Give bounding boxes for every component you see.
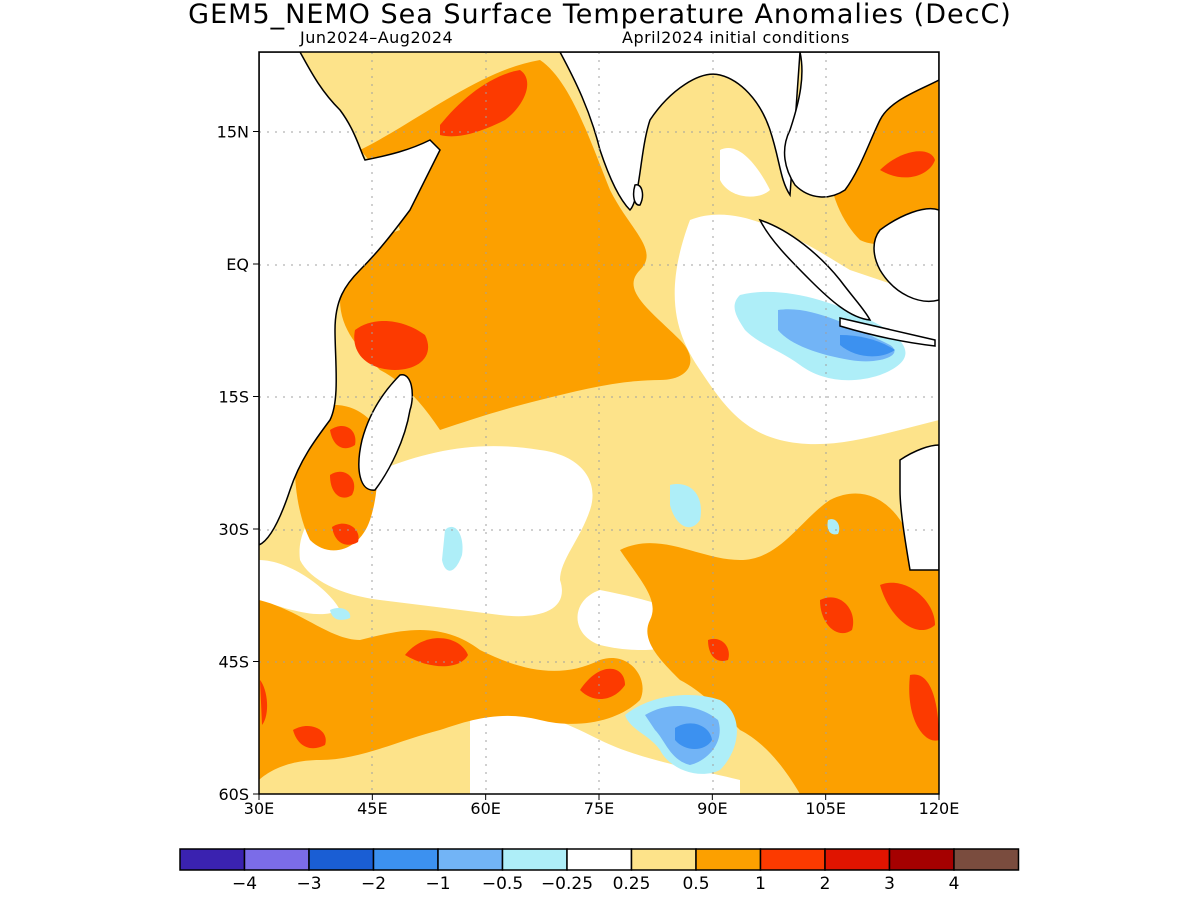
colorbar-swatch — [695, 848, 762, 871]
strong-warm-moz-2 — [330, 471, 355, 498]
colorbar-label: 4 — [949, 874, 960, 894]
colorbar-label: 1 — [755, 874, 766, 894]
cool-region-central-3 — [330, 607, 351, 620]
colorbar-swatch — [566, 848, 633, 871]
arabia-india-land — [470, 52, 801, 212]
strong-warm-northern-arabian — [440, 70, 528, 137]
warm-region-southern-ocean-east — [620, 493, 939, 794]
colorbar-label: −0.25 — [541, 874, 593, 894]
strong-warm-moz-3 — [332, 523, 359, 545]
colorbar-label: 0.25 — [613, 874, 651, 894]
y-tick-label: 30S — [218, 520, 249, 539]
y-tick-label: 15S — [218, 388, 249, 407]
strong-warm-south-6 — [909, 674, 939, 741]
init-conditions-subtitle: April2024 initial conditions — [622, 28, 850, 47]
strong-warm-south-1 — [405, 638, 468, 667]
colorbar-swatch — [308, 848, 375, 871]
period-subtitle: Jun2024–Aug2024 — [300, 28, 454, 47]
x-tick-label: 105E — [805, 799, 846, 818]
cool-region-central-1 — [670, 484, 701, 528]
map-axes: 30E 45E 60E 75E 90E 105E 120E 15N EQ 15S 30S 45S 60S — [217, 123, 960, 819]
x-tick-label: 75E — [584, 799, 614, 818]
strong-warm-south-8 — [260, 680, 268, 725]
colorbar-swatch — [888, 848, 955, 871]
land-masses — [259, 52, 939, 571]
colorbar-label: −1 — [425, 874, 450, 894]
colorbar-label: −3 — [296, 874, 321, 894]
colorbar-label: −4 — [232, 874, 257, 894]
colorbar: −4 −3 −2 −1 −0.5 −0.25 0.25 0.5 1 2 3 4 — [179, 848, 1020, 894]
colorbar-label: −0.5 — [482, 874, 523, 894]
y-tick-label: 15N — [217, 123, 249, 142]
colorbar-label: −2 — [361, 874, 386, 894]
x-tick-label: 30E — [244, 799, 274, 818]
gridlines — [259, 52, 939, 794]
colorbar-swatch — [630, 848, 697, 871]
colorbar-label: 0.5 — [682, 874, 709, 894]
africa-land — [259, 52, 441, 546]
neutral-region-south — [470, 711, 740, 794]
sumatra-land — [758, 218, 872, 321]
neutral-region-sw-corner — [259, 560, 340, 615]
y-tick-label: 45S — [218, 653, 249, 672]
strong-warm-scs — [880, 151, 935, 178]
borneo-land — [873, 208, 939, 302]
colorbar-swatch — [953, 848, 1020, 871]
colorbar-label: 3 — [884, 874, 895, 894]
cool-region-java-strong — [840, 335, 895, 357]
colorbar-label: 2 — [820, 874, 831, 894]
strong-warm-moz-1 — [330, 425, 356, 449]
southeast-asia-land — [783, 52, 939, 198]
colorbar-swatch — [179, 848, 246, 871]
strong-warm-south-3 — [293, 725, 326, 749]
strong-warm-south-4 — [820, 597, 854, 634]
colorbar-swatch — [501, 848, 568, 871]
x-tick-label: 90E — [697, 799, 727, 818]
colorbar-swatch — [243, 848, 310, 871]
x-tick-label: 120E — [919, 799, 960, 818]
anomaly-field — [259, 52, 939, 794]
warm-region-southern-ocean-west — [259, 600, 643, 780]
plot-title: GEM5_NEMO Sea Surface Temperature Anomal… — [188, 0, 1012, 30]
cool-region-central-2 — [442, 526, 463, 571]
strong-warm-west-equatorial — [354, 320, 429, 370]
y-tick-label: 60S — [218, 785, 249, 804]
strong-warm-south-2 — [580, 668, 625, 700]
cool-region-south-indian-strong — [675, 723, 712, 749]
colorbar-swatch — [437, 848, 504, 871]
neutral-region-bay — [720, 148, 770, 197]
colorbar-swatch — [759, 848, 826, 871]
colorbar-swatch — [372, 848, 439, 871]
x-tick-label: 60E — [470, 799, 500, 818]
sri-lanka-land — [632, 184, 644, 206]
cool-region-central-4 — [827, 519, 840, 535]
y-tick-label: EQ — [226, 255, 249, 274]
colorbar-swatch — [824, 848, 891, 871]
java-land — [839, 317, 936, 347]
x-tick-label: 45E — [357, 799, 387, 818]
strong-warm-south-5 — [880, 582, 935, 631]
australia-land — [899, 444, 939, 571]
